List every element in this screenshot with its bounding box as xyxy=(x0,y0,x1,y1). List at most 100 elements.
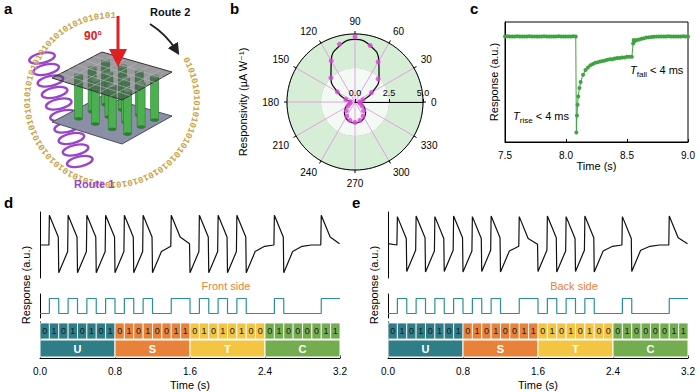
svg-text:1.6: 1.6 xyxy=(531,366,545,377)
svg-text:0: 0 xyxy=(117,326,122,336)
svg-text:0: 0 xyxy=(653,326,658,336)
svg-text:T: T xyxy=(224,343,231,355)
svg-text:0.0: 0.0 xyxy=(349,88,362,98)
svg-text:150: 150 xyxy=(272,54,289,65)
svg-text:0: 0 xyxy=(428,326,433,336)
svg-text:Responsivity (µA W⁻¹): Responsivity (µA W⁻¹) xyxy=(237,48,249,157)
svg-text:300: 300 xyxy=(393,167,410,178)
svg-text:180: 180 xyxy=(262,97,279,108)
svg-text:1: 1 xyxy=(70,326,75,336)
svg-text:0: 0 xyxy=(267,326,272,336)
svg-text:Response (a.u.): Response (a.u.) xyxy=(488,43,500,121)
svg-text:U: U xyxy=(74,343,82,355)
svg-text:0: 0 xyxy=(98,326,103,336)
svg-text:1: 1 xyxy=(437,326,442,336)
svg-text:0: 0 xyxy=(431,97,437,108)
svg-text:0: 0 xyxy=(484,326,489,336)
svg-text:1: 1 xyxy=(568,326,573,336)
svg-text:8.5: 8.5 xyxy=(620,150,634,161)
svg-text:2.4: 2.4 xyxy=(258,366,272,377)
svg-text:1: 1 xyxy=(127,326,132,336)
svg-text:0: 0 xyxy=(615,326,620,336)
svg-text:1: 1 xyxy=(183,326,188,336)
svg-text:U: U xyxy=(422,343,430,355)
svg-text:Time (s): Time (s) xyxy=(577,160,617,172)
svg-text:0: 0 xyxy=(409,326,414,336)
svg-text:010101010101010101010101010101: 0101010101010101010101010101010101010101… xyxy=(23,11,201,189)
svg-text:0: 0 xyxy=(643,326,648,336)
svg-text:0: 0 xyxy=(248,326,253,336)
svg-text:0.8: 0.8 xyxy=(108,366,122,377)
svg-text:1: 1 xyxy=(89,326,94,336)
svg-text:Front side: Front side xyxy=(202,280,251,292)
svg-text:1: 1 xyxy=(202,326,207,336)
svg-text:S: S xyxy=(149,343,156,355)
svg-text:1: 1 xyxy=(550,326,555,336)
svg-text:1: 1 xyxy=(418,326,423,336)
svg-text:60: 60 xyxy=(393,26,405,37)
svg-text:Response (a.u.): Response (a.u.) xyxy=(368,246,380,324)
svg-text:0: 0 xyxy=(230,326,235,336)
svg-text:1: 1 xyxy=(108,326,113,336)
svg-text:Time (s): Time (s) xyxy=(170,379,210,391)
svg-text:C: C xyxy=(647,343,655,355)
svg-text:5.0: 5.0 xyxy=(417,88,430,98)
svg-text:0: 0 xyxy=(606,326,611,336)
svg-text:1: 1 xyxy=(681,326,686,336)
svg-text:0: 0 xyxy=(258,326,263,336)
svg-text:S: S xyxy=(497,343,504,355)
svg-text:0: 0 xyxy=(305,326,310,336)
svg-text:1: 1 xyxy=(531,326,536,336)
svg-text:0: 0 xyxy=(512,326,517,336)
svg-text:0: 0 xyxy=(314,326,319,336)
svg-text:0: 0 xyxy=(465,326,470,336)
svg-text:1: 1 xyxy=(277,326,282,336)
svg-text:0: 0 xyxy=(155,326,160,336)
svg-text:30: 30 xyxy=(421,54,433,65)
svg-text:0: 0 xyxy=(61,326,66,336)
svg-text:1: 1 xyxy=(52,326,57,336)
svg-text:1: 1 xyxy=(173,326,178,336)
svg-text:1: 1 xyxy=(323,326,328,336)
svg-text:7.5: 7.5 xyxy=(498,150,512,161)
svg-text:Response (a.u.): Response (a.u.) xyxy=(20,246,32,324)
svg-text:0: 0 xyxy=(446,326,451,336)
svg-text:0: 0 xyxy=(540,326,545,336)
svg-text:1.6: 1.6 xyxy=(183,366,197,377)
svg-text:Back side: Back side xyxy=(550,280,598,292)
svg-text:330: 330 xyxy=(421,140,438,151)
svg-text:210: 210 xyxy=(272,140,289,151)
svg-text:1: 1 xyxy=(475,326,480,336)
svg-text:0: 0 xyxy=(80,326,85,336)
svg-text:120: 120 xyxy=(300,26,317,37)
svg-text:0: 0 xyxy=(136,326,141,336)
svg-text:9.0: 9.0 xyxy=(681,150,695,161)
svg-text:1: 1 xyxy=(239,326,244,336)
svg-text:1: 1 xyxy=(220,326,225,336)
svg-text:Route 1: Route 1 xyxy=(74,178,114,190)
svg-text:0: 0 xyxy=(164,326,169,336)
svg-text:240: 240 xyxy=(300,167,317,178)
svg-text:0: 0 xyxy=(192,326,197,336)
svg-text:1: 1 xyxy=(400,326,405,336)
svg-text:0.0: 0.0 xyxy=(381,366,395,377)
svg-text:8.0: 8.0 xyxy=(559,150,573,161)
svg-text:1: 1 xyxy=(625,326,630,336)
svg-text:1: 1 xyxy=(145,326,150,336)
svg-text:90: 90 xyxy=(349,16,361,27)
svg-text:0: 0 xyxy=(634,326,639,336)
svg-text:270: 270 xyxy=(347,178,364,189)
svg-text:0: 0 xyxy=(662,326,667,336)
svg-text:0: 0 xyxy=(295,326,300,336)
svg-text:0: 0 xyxy=(42,326,47,336)
svg-text:0: 0 xyxy=(596,326,601,336)
svg-text:1: 1 xyxy=(493,326,498,336)
svg-text:2.5: 2.5 xyxy=(383,88,396,98)
svg-text:1: 1 xyxy=(521,326,526,336)
svg-text:Route 2: Route 2 xyxy=(150,6,190,18)
svg-text:0: 0 xyxy=(286,326,291,336)
svg-text:0: 0 xyxy=(578,326,583,336)
svg-text:0: 0 xyxy=(390,326,395,336)
svg-text:1: 1 xyxy=(333,326,338,336)
svg-text:0.8: 0.8 xyxy=(456,366,470,377)
